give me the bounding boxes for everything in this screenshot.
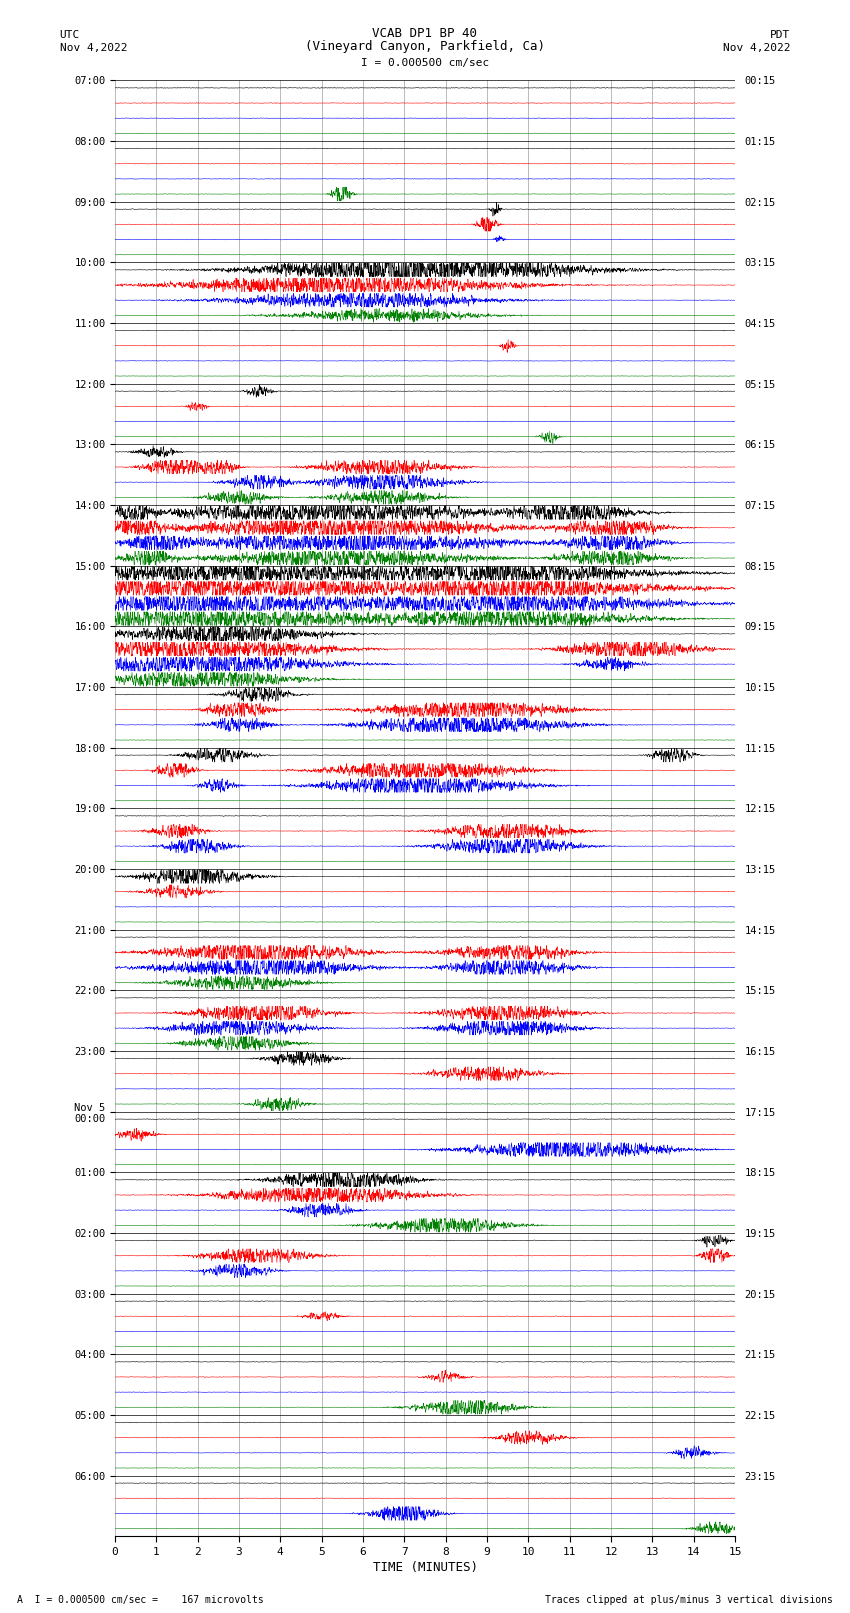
Text: Nov 4,2022: Nov 4,2022 [60, 44, 127, 53]
X-axis label: TIME (MINUTES): TIME (MINUTES) [372, 1561, 478, 1574]
Text: I = 0.000500 cm/sec: I = 0.000500 cm/sec [361, 58, 489, 68]
Text: PDT: PDT [770, 31, 790, 40]
Text: UTC: UTC [60, 31, 80, 40]
Text: A  I = 0.000500 cm/sec =    167 microvolts: A I = 0.000500 cm/sec = 167 microvolts [17, 1595, 264, 1605]
Text: (Vineyard Canyon, Parkfield, Ca): (Vineyard Canyon, Parkfield, Ca) [305, 40, 545, 53]
Text: VCAB DP1 BP 40: VCAB DP1 BP 40 [372, 27, 478, 40]
Text: Nov 4,2022: Nov 4,2022 [723, 44, 791, 53]
Text: Traces clipped at plus/minus 3 vertical divisions: Traces clipped at plus/minus 3 vertical … [545, 1595, 833, 1605]
